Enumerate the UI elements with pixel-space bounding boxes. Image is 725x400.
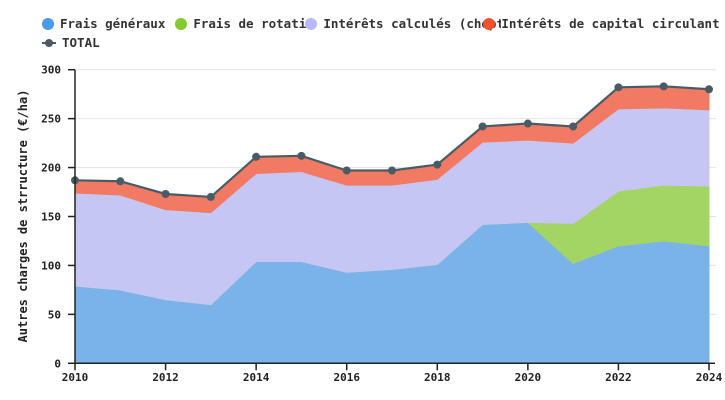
legend-item-frais-generaux[interactable]: Frais généraux xyxy=(42,16,165,31)
axes: 0 50 100 150 200 250 300 2010 2012 2014 2016 2018 20… xyxy=(41,64,722,384)
legend-item-interets-capital[interactable]: Intérêts de capital circulant xyxy=(483,16,720,31)
y-axis-title: Autres charges de strructure (€/ha) xyxy=(16,90,30,343)
x-tick-label: 2016 xyxy=(333,371,360,384)
total-point-marker[interactable] xyxy=(252,152,261,161)
total-line-series xyxy=(71,82,713,201)
total-point-marker[interactable] xyxy=(206,192,215,201)
x-tick-label: 2020 xyxy=(515,371,542,384)
y-tick-label: 250 xyxy=(41,113,61,126)
total-point-marker[interactable] xyxy=(659,82,668,91)
chart-legend: Frais généraux Frais de rotation Intérêt… xyxy=(42,14,725,52)
legend-label: Frais généraux xyxy=(60,16,166,31)
x-tick-label: 2024 xyxy=(696,371,723,384)
total-point-marker[interactable] xyxy=(116,177,125,186)
total-point-marker[interactable] xyxy=(433,160,442,169)
x-tick-label: 2022 xyxy=(605,371,632,384)
y-tick-label: 50 xyxy=(48,308,61,321)
total-point-marker[interactable] xyxy=(523,119,532,128)
y-tick-label: 150 xyxy=(41,211,61,224)
legend-item-interets-cheptel[interactable]: Intérêts calculés (cheptel) xyxy=(305,16,501,31)
y-tick-label: 200 xyxy=(41,162,61,175)
x-tick-label: 2012 xyxy=(152,371,179,384)
total-point-marker[interactable] xyxy=(342,166,351,175)
area-series xyxy=(74,85,710,364)
legend-dot-icon xyxy=(483,17,496,30)
legend-dot-icon xyxy=(175,17,188,30)
x-tick-label: 2018 xyxy=(424,371,451,384)
y-tick-label: 300 xyxy=(41,64,61,77)
total-point-marker[interactable] xyxy=(478,122,487,131)
legend-dot-icon xyxy=(42,17,54,30)
total-point-marker[interactable] xyxy=(569,122,578,131)
legend-dot-icon xyxy=(305,17,318,30)
legend-label: Intérêts calculés (cheptel) xyxy=(323,16,502,31)
total-point-marker[interactable] xyxy=(297,151,306,160)
total-point-marker[interactable] xyxy=(161,189,170,198)
legend-item-total[interactable]: TOTAL xyxy=(42,35,100,50)
x-tick-label: 2010 xyxy=(62,371,89,384)
legend-label: Frais de rotation xyxy=(193,16,312,31)
total-point-marker[interactable] xyxy=(388,166,396,175)
y-tick-label: 100 xyxy=(41,259,61,272)
total-point-marker[interactable] xyxy=(705,85,713,94)
legend-line-marker-icon xyxy=(42,38,56,48)
legend-item-frais-rotation[interactable]: Frais de rotation xyxy=(175,16,311,31)
legend-label: Intérêts de capital circulant xyxy=(501,16,720,31)
legend-label: TOTAL xyxy=(62,35,100,50)
y-tick-label: 0 xyxy=(54,357,61,370)
x-tick-label: 2014 xyxy=(243,371,270,384)
total-point-marker[interactable] xyxy=(614,83,623,92)
